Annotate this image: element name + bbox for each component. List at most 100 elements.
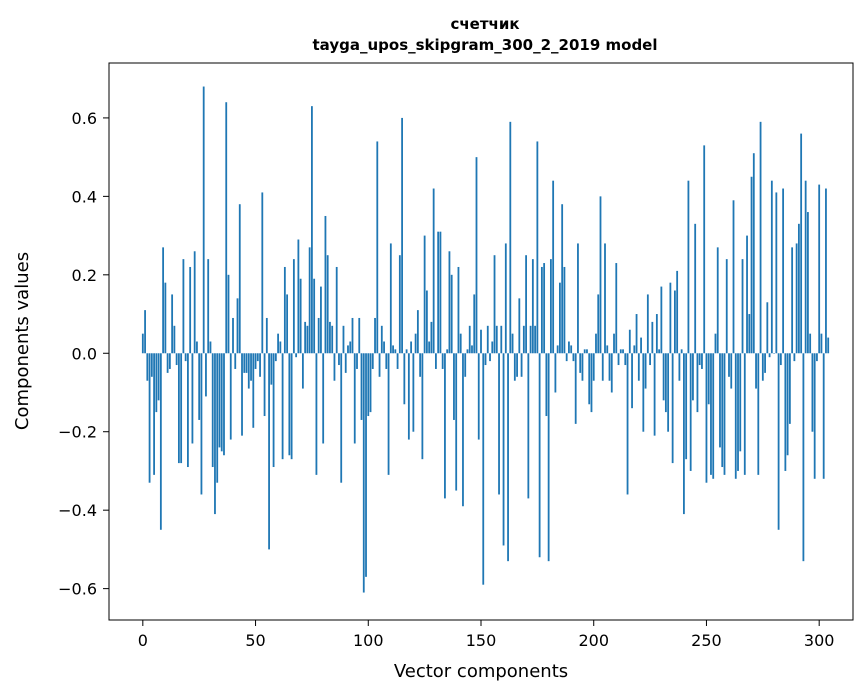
bar bbox=[655, 314, 658, 354]
bar bbox=[741, 259, 744, 354]
bar bbox=[268, 353, 270, 550]
bar bbox=[710, 353, 712, 475]
chart-title: счетчик bbox=[450, 15, 519, 33]
bar bbox=[207, 259, 210, 354]
bar bbox=[818, 184, 821, 354]
bar bbox=[687, 180, 690, 354]
bar bbox=[606, 345, 609, 354]
bar bbox=[477, 353, 480, 440]
bar bbox=[162, 247, 165, 354]
bar bbox=[306, 325, 309, 354]
bar bbox=[552, 180, 555, 354]
bar bbox=[198, 353, 201, 420]
bar bbox=[730, 353, 733, 389]
bar bbox=[669, 282, 672, 354]
bar bbox=[646, 294, 649, 354]
bar bbox=[491, 341, 494, 354]
bar bbox=[807, 212, 809, 354]
bar bbox=[412, 353, 415, 432]
bar bbox=[191, 353, 194, 444]
bar bbox=[592, 353, 595, 381]
bar bbox=[272, 353, 275, 468]
bar bbox=[311, 106, 313, 354]
bar bbox=[615, 263, 618, 354]
bar bbox=[777, 353, 780, 530]
bar bbox=[279, 341, 282, 354]
bar bbox=[701, 353, 703, 369]
bar bbox=[613, 333, 615, 354]
bar bbox=[637, 353, 640, 381]
bar bbox=[423, 235, 426, 354]
bar bbox=[543, 263, 546, 354]
bar bbox=[236, 298, 239, 354]
bar bbox=[315, 353, 318, 475]
bar bbox=[466, 349, 469, 354]
bar bbox=[816, 353, 818, 362]
bar bbox=[367, 353, 370, 417]
bar bbox=[507, 353, 509, 562]
y-tick-label: −0.2 bbox=[58, 423, 97, 442]
bar bbox=[182, 259, 185, 354]
bar bbox=[529, 325, 532, 354]
bar bbox=[825, 188, 827, 354]
bar bbox=[220, 353, 223, 452]
bar bbox=[304, 321, 307, 354]
bar bbox=[342, 325, 345, 354]
bar bbox=[574, 353, 577, 424]
bar bbox=[804, 180, 807, 354]
bar bbox=[261, 192, 264, 354]
bar bbox=[394, 349, 397, 354]
bar bbox=[187, 353, 189, 468]
bar bbox=[601, 353, 604, 381]
bar bbox=[599, 196, 602, 354]
bar bbox=[676, 270, 679, 354]
bar bbox=[184, 353, 187, 362]
bar bbox=[633, 345, 636, 354]
bar bbox=[786, 353, 789, 456]
bar bbox=[802, 353, 805, 562]
bar bbox=[365, 353, 367, 577]
bar bbox=[157, 353, 160, 401]
bar bbox=[644, 353, 647, 389]
bar bbox=[559, 282, 561, 354]
bar bbox=[683, 353, 685, 515]
bar bbox=[288, 353, 291, 456]
bar bbox=[401, 117, 403, 354]
bar bbox=[223, 353, 225, 456]
bar bbox=[495, 325, 498, 354]
bar bbox=[631, 353, 633, 409]
bar bbox=[439, 231, 442, 354]
bar bbox=[241, 353, 243, 436]
bar bbox=[827, 337, 830, 354]
bar bbox=[250, 353, 252, 381]
bar bbox=[252, 353, 255, 428]
bar bbox=[389, 243, 392, 354]
bar bbox=[664, 353, 667, 413]
bar bbox=[482, 353, 485, 585]
bar bbox=[274, 353, 277, 362]
bar bbox=[353, 353, 356, 444]
bar bbox=[324, 215, 327, 354]
bar bbox=[484, 353, 487, 366]
bar bbox=[694, 223, 697, 354]
bar bbox=[286, 294, 289, 354]
bar bbox=[146, 353, 149, 381]
bar bbox=[809, 333, 812, 354]
bar bbox=[369, 353, 372, 413]
bar bbox=[376, 141, 379, 354]
bar bbox=[371, 353, 374, 369]
x-tick-label: 300 bbox=[804, 631, 835, 650]
bar bbox=[502, 353, 505, 546]
bar bbox=[473, 294, 476, 354]
bar bbox=[624, 353, 627, 366]
bar bbox=[752, 153, 755, 354]
bar bbox=[281, 353, 284, 460]
bar bbox=[595, 333, 597, 354]
bar bbox=[462, 353, 464, 507]
bar bbox=[205, 353, 207, 397]
bar bbox=[243, 353, 246, 373]
bar bbox=[746, 235, 748, 354]
bar bbox=[662, 353, 665, 401]
bar bbox=[308, 247, 311, 354]
bar bbox=[775, 192, 778, 354]
